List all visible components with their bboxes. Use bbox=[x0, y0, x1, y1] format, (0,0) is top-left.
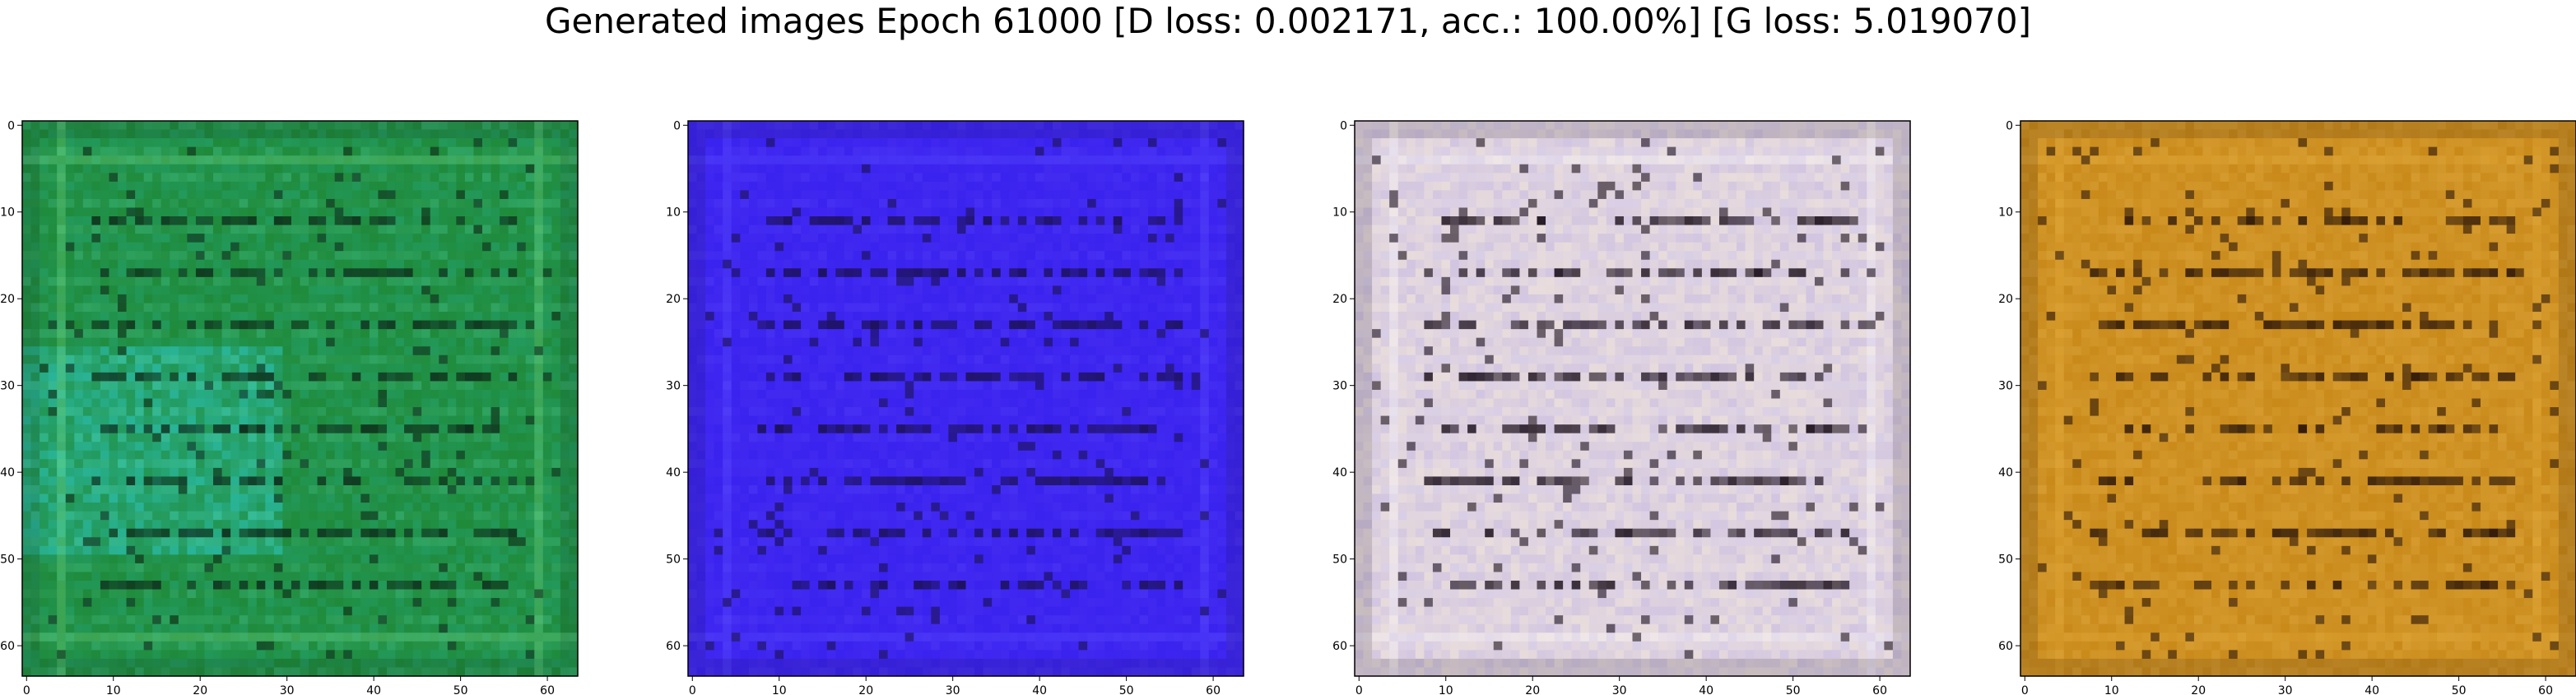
x-tick-label: 30 bbox=[946, 684, 960, 695]
x-tick-label: 40 bbox=[1699, 684, 1713, 695]
axes-frame bbox=[21, 120, 579, 677]
y-tick-label: 0 bbox=[7, 119, 15, 132]
y-tick-label: 50 bbox=[1998, 554, 2013, 567]
y-tick-label: 20 bbox=[666, 293, 681, 306]
pixel-grid bbox=[22, 121, 579, 677]
x-tick-label: 40 bbox=[1032, 684, 1047, 695]
y-tick-label: 30 bbox=[1332, 380, 1347, 393]
x-tick-label: 20 bbox=[858, 684, 873, 695]
y-tick-label: 0 bbox=[2006, 119, 2013, 132]
y-tick-label: 40 bbox=[666, 466, 681, 480]
pixel-grid bbox=[1355, 121, 1911, 677]
x-tick-label: 50 bbox=[2452, 684, 2467, 695]
x-tick-label: 10 bbox=[772, 684, 787, 695]
figure-title: Generated images Epoch 61000 [D loss: 0.… bbox=[544, 1, 2032, 41]
x-tick-label: 10 bbox=[106, 684, 121, 695]
axes-frame bbox=[1354, 120, 1911, 677]
x-tick-label: 20 bbox=[2191, 684, 2206, 695]
x-tick-label: 40 bbox=[366, 684, 381, 695]
y-tick-label: 60 bbox=[666, 640, 681, 653]
y-tick-label: 20 bbox=[0, 293, 15, 306]
generated-image-3: 0 10 20 30 40 50 60 0 10 20 30 40 50 60 bbox=[1332, 119, 1911, 695]
axes-frame bbox=[2020, 120, 2576, 677]
x-tick-label: 0 bbox=[689, 684, 696, 695]
y-tick-label: 60 bbox=[1998, 640, 2013, 653]
y-tick-label: 30 bbox=[666, 380, 681, 393]
x-tick-label: 60 bbox=[540, 684, 555, 695]
y-tick-label: 30 bbox=[1998, 380, 2013, 393]
x-tick-label: 30 bbox=[1612, 684, 1627, 695]
y-tick-label: 10 bbox=[0, 206, 15, 220]
generated-image-2: 0 10 20 30 40 50 60 0 10 20 30 40 50 60 bbox=[666, 119, 1244, 695]
y-tick-label: 40 bbox=[0, 466, 15, 480]
x-tick-label: 20 bbox=[1525, 684, 1540, 695]
x-tick-label: 10 bbox=[2104, 684, 2119, 695]
x-tick-label: 40 bbox=[2364, 684, 2379, 695]
axes-frame bbox=[687, 120, 1244, 677]
pixel-grid bbox=[2020, 121, 2576, 677]
y-tick-label: 60 bbox=[1332, 640, 1347, 653]
x-tick-label: 30 bbox=[2278, 684, 2293, 695]
x-tick-label: 0 bbox=[23, 684, 30, 695]
x-tick-label: 60 bbox=[2538, 684, 2553, 695]
x-tick-label: 60 bbox=[1872, 684, 1887, 695]
y-tick-label: 20 bbox=[1998, 293, 2013, 306]
y-tick-label: 50 bbox=[0, 554, 15, 567]
y-tick-label: 50 bbox=[666, 554, 681, 567]
y-tick-label: 30 bbox=[0, 380, 15, 393]
y-tick-label: 40 bbox=[1998, 466, 2013, 480]
y-tick-label: 60 bbox=[0, 640, 15, 653]
x-tick-label: 20 bbox=[193, 684, 207, 695]
generated-image-1: 0 10 20 30 40 50 60 0 10 20 30 40 50 60 bbox=[0, 119, 579, 695]
y-tick-label: 40 bbox=[1332, 466, 1347, 480]
y-tick-label: 10 bbox=[666, 206, 681, 220]
y-tick-label: 20 bbox=[1332, 293, 1347, 306]
x-tick-label: 0 bbox=[1355, 684, 1363, 695]
x-tick-label: 50 bbox=[1786, 684, 1801, 695]
x-tick-label: 50 bbox=[453, 684, 468, 695]
pixel-grid bbox=[688, 121, 1244, 677]
y-tick-label: 10 bbox=[1332, 206, 1347, 220]
x-tick-label: 60 bbox=[1206, 684, 1221, 695]
generated-image-4: 0 10 20 30 40 50 60 0 10 20 30 40 50 60 bbox=[1998, 119, 2576, 695]
x-tick-label: 0 bbox=[2021, 684, 2029, 695]
y-tick-label: 0 bbox=[673, 119, 681, 132]
x-tick-label: 30 bbox=[280, 684, 295, 695]
x-tick-label: 10 bbox=[1439, 684, 1453, 695]
y-tick-label: 10 bbox=[1998, 206, 2013, 220]
x-tick-label: 50 bbox=[1119, 684, 1134, 695]
y-tick-label: 50 bbox=[1332, 554, 1347, 567]
y-tick-label: 0 bbox=[1340, 119, 1347, 132]
